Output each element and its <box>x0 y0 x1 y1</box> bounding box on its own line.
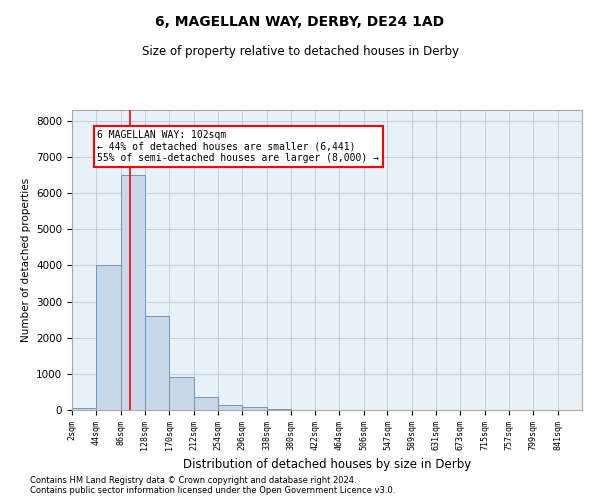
Bar <box>266 409 291 410</box>
Text: 6, MAGELLAN WAY, DERBY, DE24 1AD: 6, MAGELLAN WAY, DERBY, DE24 1AD <box>155 15 445 29</box>
Bar <box>121 175 145 410</box>
Bar <box>242 408 266 410</box>
Text: 6 MAGELLAN WAY: 102sqm
← 44% of detached houses are smaller (6,441)
55% of semi-: 6 MAGELLAN WAY: 102sqm ← 44% of detached… <box>97 130 379 163</box>
X-axis label: Distribution of detached houses by size in Derby: Distribution of detached houses by size … <box>183 458 471 471</box>
Text: Size of property relative to detached houses in Derby: Size of property relative to detached ho… <box>142 45 458 58</box>
Bar <box>97 266 121 410</box>
Bar <box>194 398 218 410</box>
Bar <box>72 408 97 410</box>
Y-axis label: Number of detached properties: Number of detached properties <box>20 178 31 342</box>
Text: Contains public sector information licensed under the Open Government Licence v3: Contains public sector information licen… <box>30 486 395 495</box>
Bar <box>218 406 242 410</box>
Bar <box>145 316 169 410</box>
Bar <box>169 378 194 410</box>
Text: Contains HM Land Registry data © Crown copyright and database right 2024.: Contains HM Land Registry data © Crown c… <box>30 476 356 485</box>
